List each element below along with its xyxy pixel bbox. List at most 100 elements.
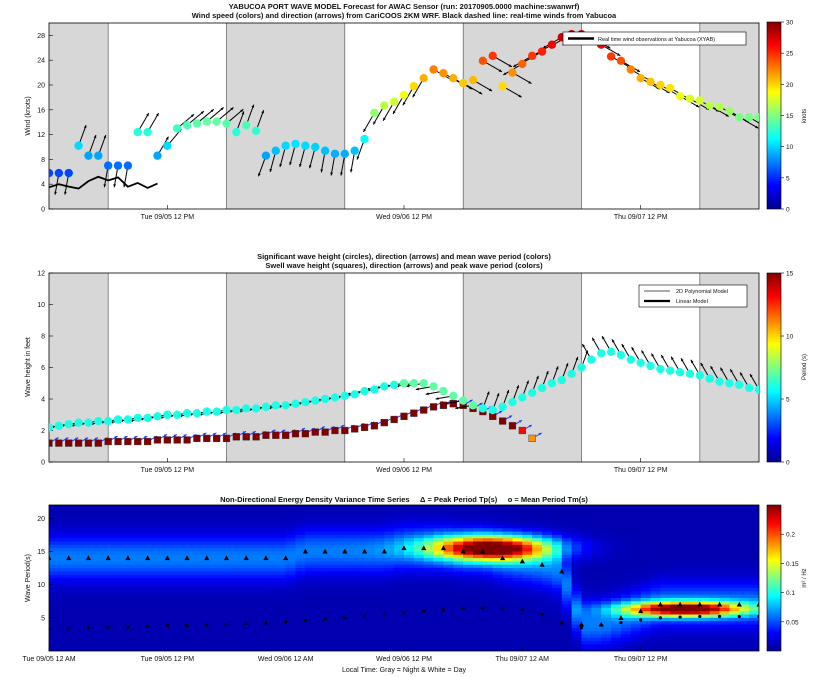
energy-cell	[542, 521, 553, 526]
energy-cell	[749, 561, 759, 566]
wind-arrow-5-head	[103, 135, 107, 139]
energy-cell	[522, 644, 533, 649]
energy-cell	[236, 634, 247, 639]
energy-cell	[571, 571, 583, 576]
energy-cell	[512, 611, 523, 616]
energy-cell	[147, 558, 159, 563]
wind-point-27	[311, 142, 320, 152]
energy-cell	[492, 508, 504, 513]
energy-cell	[315, 644, 326, 649]
wave-arrow-66-head	[690, 359, 694, 363]
energy-cell	[443, 601, 454, 606]
energy-cell	[561, 631, 573, 636]
energy-cell	[325, 581, 336, 586]
energy-cell	[196, 538, 208, 543]
energy-cell	[630, 541, 642, 546]
energy-cell	[226, 597, 237, 602]
energy-cell	[334, 644, 346, 649]
energy-cell	[58, 631, 70, 636]
energy-cell	[177, 631, 188, 636]
energy-cell	[413, 591, 425, 596]
wave-point-12	[163, 410, 172, 419]
energy-cell	[640, 524, 652, 529]
energy-cell	[571, 511, 583, 516]
swell-arrow-8-head	[134, 436, 138, 439]
energy-cell	[305, 607, 316, 612]
energy-cell	[265, 511, 277, 516]
energy-cell	[482, 538, 494, 543]
energy-cell	[88, 624, 99, 629]
swell-point-33	[370, 422, 379, 430]
energy-cell	[620, 554, 632, 559]
energy-xtick-label-2: Wed 09/06 12 AM	[258, 656, 314, 663]
energy-cell	[473, 587, 484, 592]
energy-cell	[473, 538, 484, 543]
energy-cell	[689, 568, 701, 572]
energy-cell	[630, 524, 642, 529]
energy-cell	[473, 641, 484, 645]
energy-cell	[374, 511, 385, 516]
energy-cell	[127, 564, 139, 569]
energy-cell	[295, 641, 306, 645]
energy-cell	[216, 561, 228, 566]
energy-cell	[68, 551, 80, 556]
swell-arrow-2-head	[75, 437, 79, 441]
energy-cell	[433, 561, 445, 566]
energy-cell	[157, 614, 168, 619]
energy-cell	[522, 604, 533, 609]
energy-cell	[236, 548, 247, 553]
energy-cell	[285, 647, 297, 651]
energy-cell	[295, 581, 306, 586]
energy-cell	[512, 644, 523, 649]
energy-cell	[295, 554, 306, 559]
energy-cell	[591, 514, 602, 519]
swell-point-32	[360, 423, 369, 431]
energy-cell	[680, 508, 691, 513]
wave-legend: 2D Polynomial Model Linear Model	[638, 284, 748, 308]
energy-cell	[68, 584, 80, 589]
wave-y-axis-label: Wave height in feet	[25, 337, 32, 397]
energy-cell	[571, 581, 583, 586]
energy-cell	[364, 524, 376, 529]
energy-cell	[561, 548, 573, 553]
energy-cell	[453, 637, 464, 642]
energy-cell	[354, 505, 366, 509]
energy-cell	[699, 514, 711, 519]
peak-period-marker-33	[697, 601, 703, 607]
energy-cell	[344, 505, 356, 509]
energy-cell	[374, 505, 385, 509]
energy-cell	[709, 617, 721, 622]
energy-cell	[551, 647, 563, 651]
wind-point-49	[527, 51, 537, 61]
wind-ytick-label-6: 24	[37, 58, 45, 65]
energy-cell	[394, 617, 405, 622]
energy-cell	[601, 538, 612, 543]
energy-cell	[108, 524, 119, 529]
energy-cell	[137, 578, 149, 582]
energy-cell	[226, 617, 237, 622]
energy-cell	[88, 578, 99, 582]
energy-cell	[285, 607, 297, 612]
energy-cell	[591, 538, 602, 543]
energy-cell	[650, 508, 661, 513]
energy-cell	[522, 581, 533, 586]
energy-cell	[492, 578, 504, 582]
energy-cell	[285, 624, 297, 629]
energy-cell	[374, 531, 385, 536]
energy-cell	[453, 518, 464, 523]
energy-cell	[108, 597, 119, 602]
energy-cell	[167, 521, 178, 526]
energy-cell	[49, 581, 60, 586]
energy-cell	[236, 641, 247, 645]
energy-cell	[680, 617, 691, 622]
energy-cell	[118, 627, 129, 632]
wave-arrow-61-head	[641, 350, 645, 354]
energy-cell	[581, 505, 592, 509]
energy-cell	[512, 538, 523, 543]
wind-point-37	[409, 82, 419, 91]
energy-cell	[492, 561, 504, 566]
energy-cell	[216, 581, 228, 586]
energy-cell	[670, 558, 681, 563]
energy-cell	[216, 528, 228, 533]
energy-cell	[394, 634, 405, 639]
